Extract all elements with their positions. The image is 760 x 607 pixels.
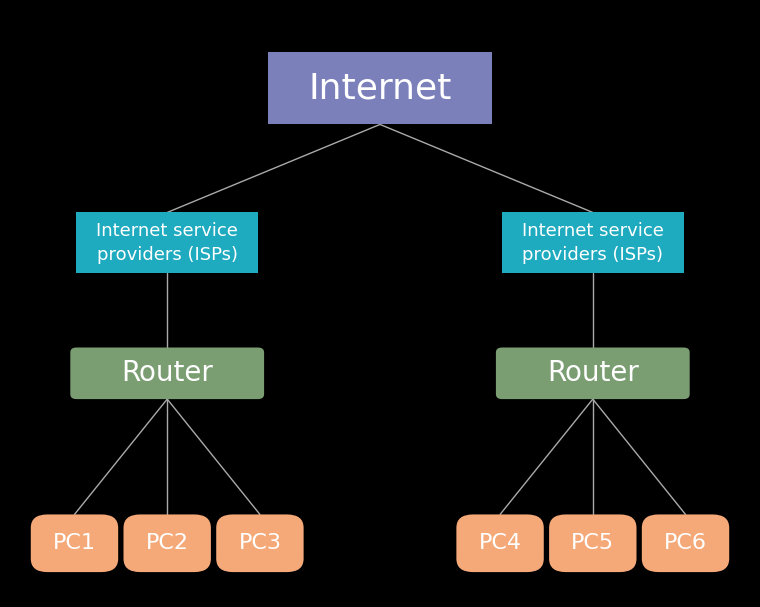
FancyBboxPatch shape (502, 212, 684, 273)
Text: PC6: PC6 (664, 534, 707, 553)
FancyBboxPatch shape (217, 515, 304, 572)
Text: PC2: PC2 (146, 534, 188, 553)
Text: Internet service
providers (ISPs): Internet service providers (ISPs) (97, 222, 238, 263)
FancyBboxPatch shape (30, 515, 119, 572)
FancyBboxPatch shape (456, 515, 543, 572)
Text: Internet service
providers (ISPs): Internet service providers (ISPs) (522, 222, 663, 263)
FancyBboxPatch shape (123, 515, 211, 572)
FancyBboxPatch shape (549, 515, 637, 572)
FancyBboxPatch shape (496, 347, 690, 399)
FancyBboxPatch shape (70, 347, 264, 399)
Text: Router: Router (547, 359, 638, 387)
Text: Internet: Internet (309, 71, 451, 105)
FancyBboxPatch shape (268, 52, 492, 124)
Text: PC4: PC4 (479, 534, 521, 553)
FancyBboxPatch shape (76, 212, 258, 273)
Text: PC3: PC3 (239, 534, 281, 553)
Text: PC5: PC5 (572, 534, 614, 553)
Text: Router: Router (122, 359, 213, 387)
Text: PC1: PC1 (53, 534, 96, 553)
FancyBboxPatch shape (641, 515, 730, 572)
